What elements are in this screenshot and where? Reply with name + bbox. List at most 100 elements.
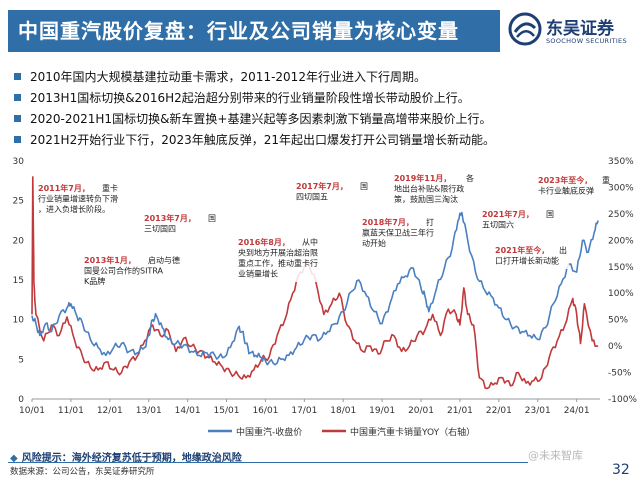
bullet-text: 2020-2021H1国标切换&新车置换+基建兴起等多因素刺激下销量高增带来股价…: [30, 112, 492, 126]
annotation-date: 2013年1月，: [84, 255, 136, 265]
chart-legend: 中国重汽-收盘价 中国重汽重卡销量YOY（右轴）: [208, 426, 475, 438]
logo-name-cn: 东吴证券: [546, 19, 614, 39]
annotation-text: 启动与德: [148, 255, 180, 265]
annotation-date: 2021年7月，: [482, 209, 534, 219]
annotation-text: 国: [208, 214, 216, 223]
annotation-text: 出: [559, 245, 567, 255]
y-right-tick-label: 0%: [608, 342, 623, 352]
bullet-square-icon: [14, 73, 21, 80]
x-tick-label: 18/01: [330, 406, 356, 416]
y-left-tick-label: 5: [18, 355, 24, 365]
x-tick-label: 15/01: [214, 406, 240, 416]
stock-price-chart: 0 5 10 15 20 25 30 -100% -50% 0% 50% 100% 150% 200% 2…: [0, 153, 640, 443]
annotation-text: 三切国四: [144, 225, 176, 234]
x-tick-label: 11/01: [58, 406, 84, 416]
annotation-text: 各: [466, 173, 474, 183]
diamond-icon: ◆: [10, 453, 18, 464]
annotation-bg: [360, 215, 438, 252]
logo-name-en: SOOCHOW SECURITIES: [546, 37, 627, 45]
yoy-series-line: [31, 176, 599, 390]
bullet-item: 2020-2021H1国标切换&新车置换+基建兴起等多因素刺激下销量高增带来股价…: [14, 108, 634, 129]
legend-yoy-label: 中国重汽重卡销量YOY（右轴）: [350, 426, 475, 438]
y-right-tick-label: 300%: [608, 183, 634, 193]
annotation-date: 2021年至今，: [495, 245, 549, 255]
annotation-bg: [142, 211, 216, 237]
y-left-tick-label: 25: [13, 197, 24, 207]
annotation-text: 打: [426, 217, 434, 227]
annotation-text: 业销量增长: [238, 269, 278, 279]
annotation-date: 2011年7月，: [38, 183, 90, 193]
x-tick-label: 22/01: [486, 406, 512, 416]
annotation-text: ，进入负增长阶段。: [38, 204, 110, 214]
logo-icon: [508, 12, 542, 46]
bullet-item: 2013H1国标切换&2016H2起治超分别带来的行业销量阶段性增长带动股价上行…: [14, 87, 634, 108]
x-tick-label: 24/01: [564, 406, 590, 416]
y-left-tick-label: 20: [13, 236, 25, 246]
annotation-bg: [82, 253, 182, 290]
bullet-square-icon: [14, 115, 21, 122]
annotation-text: 国曼公司合作的SITRA: [84, 266, 164, 276]
bullet-text: 2013H1国标切换&2016H2起治超分别带来的行业销量阶段性增长带动股价上行…: [30, 91, 470, 105]
x-tick-label: 13/01: [136, 406, 162, 416]
annotation-text: 重点工作，推动重卡行: [238, 258, 318, 268]
bullet-item: 2021H2开始行业下行，2023年触底反弹，21年起出口爆发打开公司销量增长新…: [14, 129, 634, 150]
annotation-bg: [493, 243, 569, 269]
annotation-date: 2017年7月，: [296, 181, 348, 191]
x-tick-label: 12/01: [97, 406, 123, 416]
y-right-tick-label: 200%: [608, 236, 634, 246]
annotation-bg: [392, 171, 468, 208]
annotation-text: 动开始: [362, 238, 386, 248]
risk-label: 风险提示：: [21, 453, 72, 464]
y-left-tick-label: 15: [13, 276, 24, 286]
annotation-text: 策，鼓励国三淘汰: [394, 194, 458, 204]
annotation-text: 行业销量增速转负下滑: [38, 194, 118, 204]
annotation-text: 重: [602, 175, 610, 185]
x-tick-label: 16/01: [252, 406, 278, 416]
annotation-text: 央到地方开展治超治限: [238, 248, 318, 258]
annotation-bg: [36, 181, 124, 218]
risk-warning: ◆ 风险提示：海外经济复苏低于预期，地缘政治风险: [10, 449, 242, 464]
y-right-tick-label: -50%: [608, 369, 632, 379]
annotation-text: 国: [360, 182, 368, 191]
x-tick-label: 23/01: [525, 406, 551, 416]
annotation-bg: [294, 179, 352, 205]
annotation-date: 2016年8月，: [238, 237, 290, 247]
page-title: 中国重汽股价复盘：行业及公司销量为核心变量: [8, 10, 500, 52]
annotation-text: 地出台补贴&限行政: [394, 184, 464, 194]
annotation-text: 国: [546, 210, 554, 219]
bullet-square-icon: [14, 94, 21, 101]
annotation-date: 2013年7月，: [144, 213, 196, 223]
bullet-item: 2010年国内大规模基建拉动重卡需求，2011-2012年行业进入下行周期。: [14, 66, 634, 87]
annotation-text: 卡行业触底反弹: [538, 186, 594, 196]
y-right-tick-label: 250%: [608, 210, 634, 220]
y-left-tick-label: 10: [13, 316, 25, 326]
summary-bullets: 2010年国内大规模基建拉动重卡需求，2011-2012年行业进入下行周期。 2…: [14, 66, 634, 150]
data-source: 数据来源：公司公告，东吴证券研究所: [10, 467, 155, 477]
y-right-tick-label: 150%: [608, 263, 634, 273]
annotation-date: 2023年至今，: [538, 175, 592, 185]
annotation-bg: [480, 207, 536, 233]
x-tick-label: 14/01: [175, 406, 201, 416]
annotation-date: 2018年7月，: [362, 217, 414, 227]
watermark: @未来智库: [528, 449, 583, 462]
annotation-bg: [536, 173, 600, 199]
y-right-tick-label: -100%: [608, 395, 637, 405]
annotation-date: 2019年11月，: [394, 173, 451, 183]
header: 中国重汽股价复盘：行业及公司销量为核心变量 东吴证券 SOOCHOW SECUR…: [0, 0, 640, 60]
chart-svg: 0 5 10 15 20 25 30 -100% -50% 0% 50% 100% 150% 200% 2…: [13, 157, 638, 438]
x-tick-label: 17/01: [291, 406, 317, 416]
risk-text: 海外经济复苏低于预期，地缘政治风险: [71, 453, 242, 464]
y-right-tick-label: 350%: [608, 157, 634, 167]
x-tick-label: 19/01: [369, 406, 395, 416]
footer-divider: [8, 462, 528, 463]
